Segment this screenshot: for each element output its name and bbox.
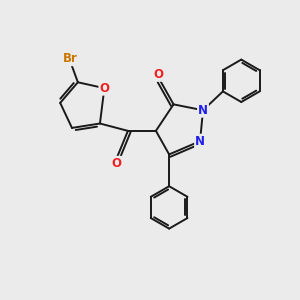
Text: N: N [195,135,205,148]
Text: O: O [111,157,121,170]
Text: N: N [198,104,208,117]
Text: Br: Br [63,52,78,65]
Text: O: O [99,82,110,95]
Text: O: O [154,68,164,81]
